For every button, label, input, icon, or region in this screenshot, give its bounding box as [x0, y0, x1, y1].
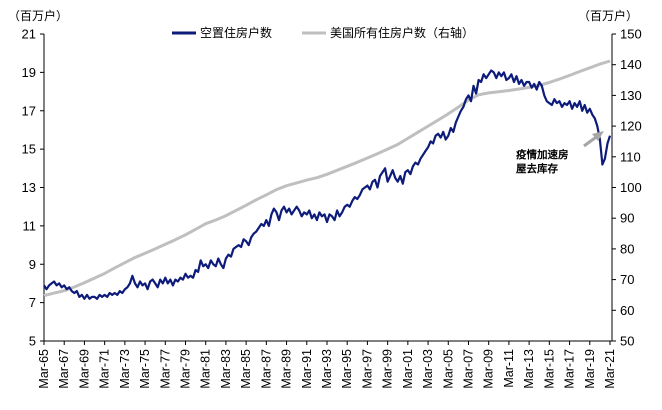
left-tick-label: 21	[22, 27, 36, 42]
annotation-line-2: 屋去库存	[516, 162, 558, 175]
legend-label-total: 美国所有住房户数（右轴）	[330, 25, 474, 40]
x-tick-label: Mar-93	[320, 349, 334, 389]
x-tick-label: Mar-77	[158, 349, 172, 389]
x-tick-label: Mar-17	[563, 349, 577, 389]
x-tick-label: Mar-85	[239, 349, 253, 389]
left-tick-label: 17	[22, 103, 36, 118]
left-tick-label: 19	[22, 65, 36, 80]
left-axis-unit: （百万户）	[8, 8, 68, 23]
x-axis-ticks: Mar-65 Mar-67 Mar-69 Mar-71 Mar-73 Mar-75 Mar-…	[37, 341, 617, 389]
right-tick-label: 70	[620, 272, 634, 287]
right-tick-label: 120	[620, 119, 642, 134]
right-tick-label: 130	[620, 88, 642, 103]
x-tick-label: Mar-71	[98, 349, 112, 389]
right-tick-label: 50	[620, 334, 634, 349]
legend-label-vacant: 空置住房户数	[200, 25, 272, 40]
x-tick-label: Mar-15	[542, 349, 556, 389]
x-tick-label: Mar-09	[482, 349, 496, 389]
x-tick-label: Mar-97	[360, 349, 374, 389]
right-axis-ticks: 50 60 70 80 90 100 110 120 130 140 150	[612, 27, 642, 349]
x-tick-label: Mar-87	[259, 349, 273, 389]
x-tick-label: Mar-75	[138, 349, 152, 389]
x-tick-label: Mar-83	[219, 349, 233, 389]
x-tick-label: Mar-05	[441, 349, 455, 389]
left-tick-label: 7	[29, 295, 36, 310]
x-tick-label: Mar-69	[77, 349, 91, 389]
right-tick-label: 80	[620, 241, 634, 256]
left-tick-label: 9	[29, 257, 36, 272]
left-tick-label: 11	[23, 218, 37, 233]
x-tick-label: Mar-01	[401, 349, 415, 389]
right-tick-label: 110	[620, 149, 641, 164]
right-tick-label: 140	[620, 57, 642, 72]
left-tick-label: 15	[22, 142, 36, 157]
x-tick-label: Mar-91	[300, 349, 314, 389]
x-tick-label: Mar-19	[583, 349, 597, 389]
legend: 空置住房户数 美国所有住房户数（右轴）	[172, 25, 474, 40]
x-tick-label: Mar-73	[118, 349, 132, 389]
x-tick-label: Mar-81	[199, 349, 213, 389]
right-tick-label: 150	[620, 27, 642, 42]
x-tick-label: Mar-07	[461, 349, 475, 389]
right-axis-unit: （百万户）	[578, 8, 638, 23]
x-tick-label: Mar-03	[421, 349, 435, 389]
x-tick-label: Mar-11	[502, 349, 516, 388]
series-line-total-housing	[43, 59, 611, 298]
x-tick-label: Mar-89	[280, 349, 294, 389]
x-tick-label: Mar-95	[340, 349, 354, 389]
left-tick-label: 13	[22, 180, 36, 195]
x-tick-label: Mar-13	[522, 349, 536, 389]
x-tick-label: Mar-67	[57, 349, 71, 389]
x-tick-label: Mar-21	[603, 349, 617, 389]
right-tick-label: 100	[620, 180, 642, 195]
x-tick-label: Mar-99	[381, 349, 395, 389]
series-line-vacant-housing	[43, 69, 612, 300]
annotation-line-1: 疫情加速房	[516, 148, 569, 161]
left-tick-label: 5	[29, 334, 36, 349]
annotation-arrowhead-icon	[592, 131, 604, 141]
right-tick-label: 90	[620, 211, 634, 226]
x-tick-label: Mar-79	[178, 349, 192, 389]
annotation: 疫情加速房 屋去库存	[516, 131, 604, 175]
right-tick-label: 60	[620, 303, 634, 318]
left-axis-ticks: 5 7 9 11 13 15 17 19 21	[22, 27, 44, 349]
x-tick-label: Mar-65	[37, 349, 51, 389]
